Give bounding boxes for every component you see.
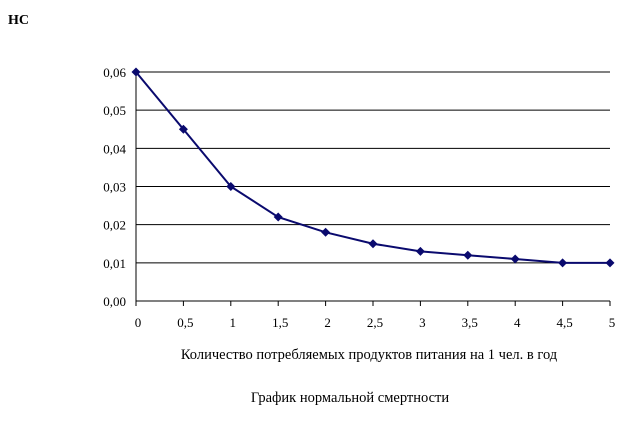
x-tick-label: 2 (324, 315, 331, 330)
x-tick-label: 0,5 (177, 315, 193, 330)
data-point (558, 258, 568, 268)
series-line (135, 71, 610, 264)
data-point (131, 67, 141, 77)
x-tick-label: 4 (514, 315, 521, 330)
data-point (273, 212, 283, 222)
y-tick-label: 0,03 (103, 180, 126, 195)
x-axis-label: Количество потребляемых продуктов питани… (181, 347, 558, 363)
data-point (226, 182, 236, 191)
data-point (321, 227, 331, 237)
x-tick-label: 5 (609, 315, 616, 330)
data-point (510, 254, 520, 264)
x-tick-label: 3,5 (462, 315, 478, 330)
x-tick-label: 1,5 (272, 315, 288, 330)
y-tick-label: 0,00 (103, 294, 126, 309)
y-tick-label: 0,01 (103, 256, 126, 271)
axes (135, 72, 611, 306)
chart-caption: График нормальной смертности (251, 390, 449, 406)
x-tick-label: 3 (419, 315, 426, 330)
y-tick-label: 0,05 (103, 103, 126, 118)
data-point (605, 258, 615, 268)
y-tick-label: 0,06 (103, 65, 126, 80)
data-point (463, 250, 473, 260)
x-tick-labels: 0 0,5 1 1,5 2 2,5 3 3,5 4 4,5 5 (135, 315, 616, 330)
data-point (415, 246, 425, 256)
x-tick-label: 1 (230, 315, 237, 330)
data-point (368, 239, 378, 249)
y-tick-labels: 0,00 0,01 0,02 0,03 0,04 0,05 0,06 (103, 65, 126, 309)
y-tick-label: 0,02 (103, 218, 126, 233)
y-axis-label: НС (8, 13, 29, 28)
x-tick-label: 2,5 (367, 315, 383, 330)
x-tick-label: 4,5 (556, 315, 572, 330)
x-tick-label: 0 (135, 315, 142, 330)
grid (136, 71, 610, 264)
data-points (131, 67, 615, 268)
data-point (178, 124, 188, 134)
y-tick-label: 0,04 (103, 141, 126, 156)
